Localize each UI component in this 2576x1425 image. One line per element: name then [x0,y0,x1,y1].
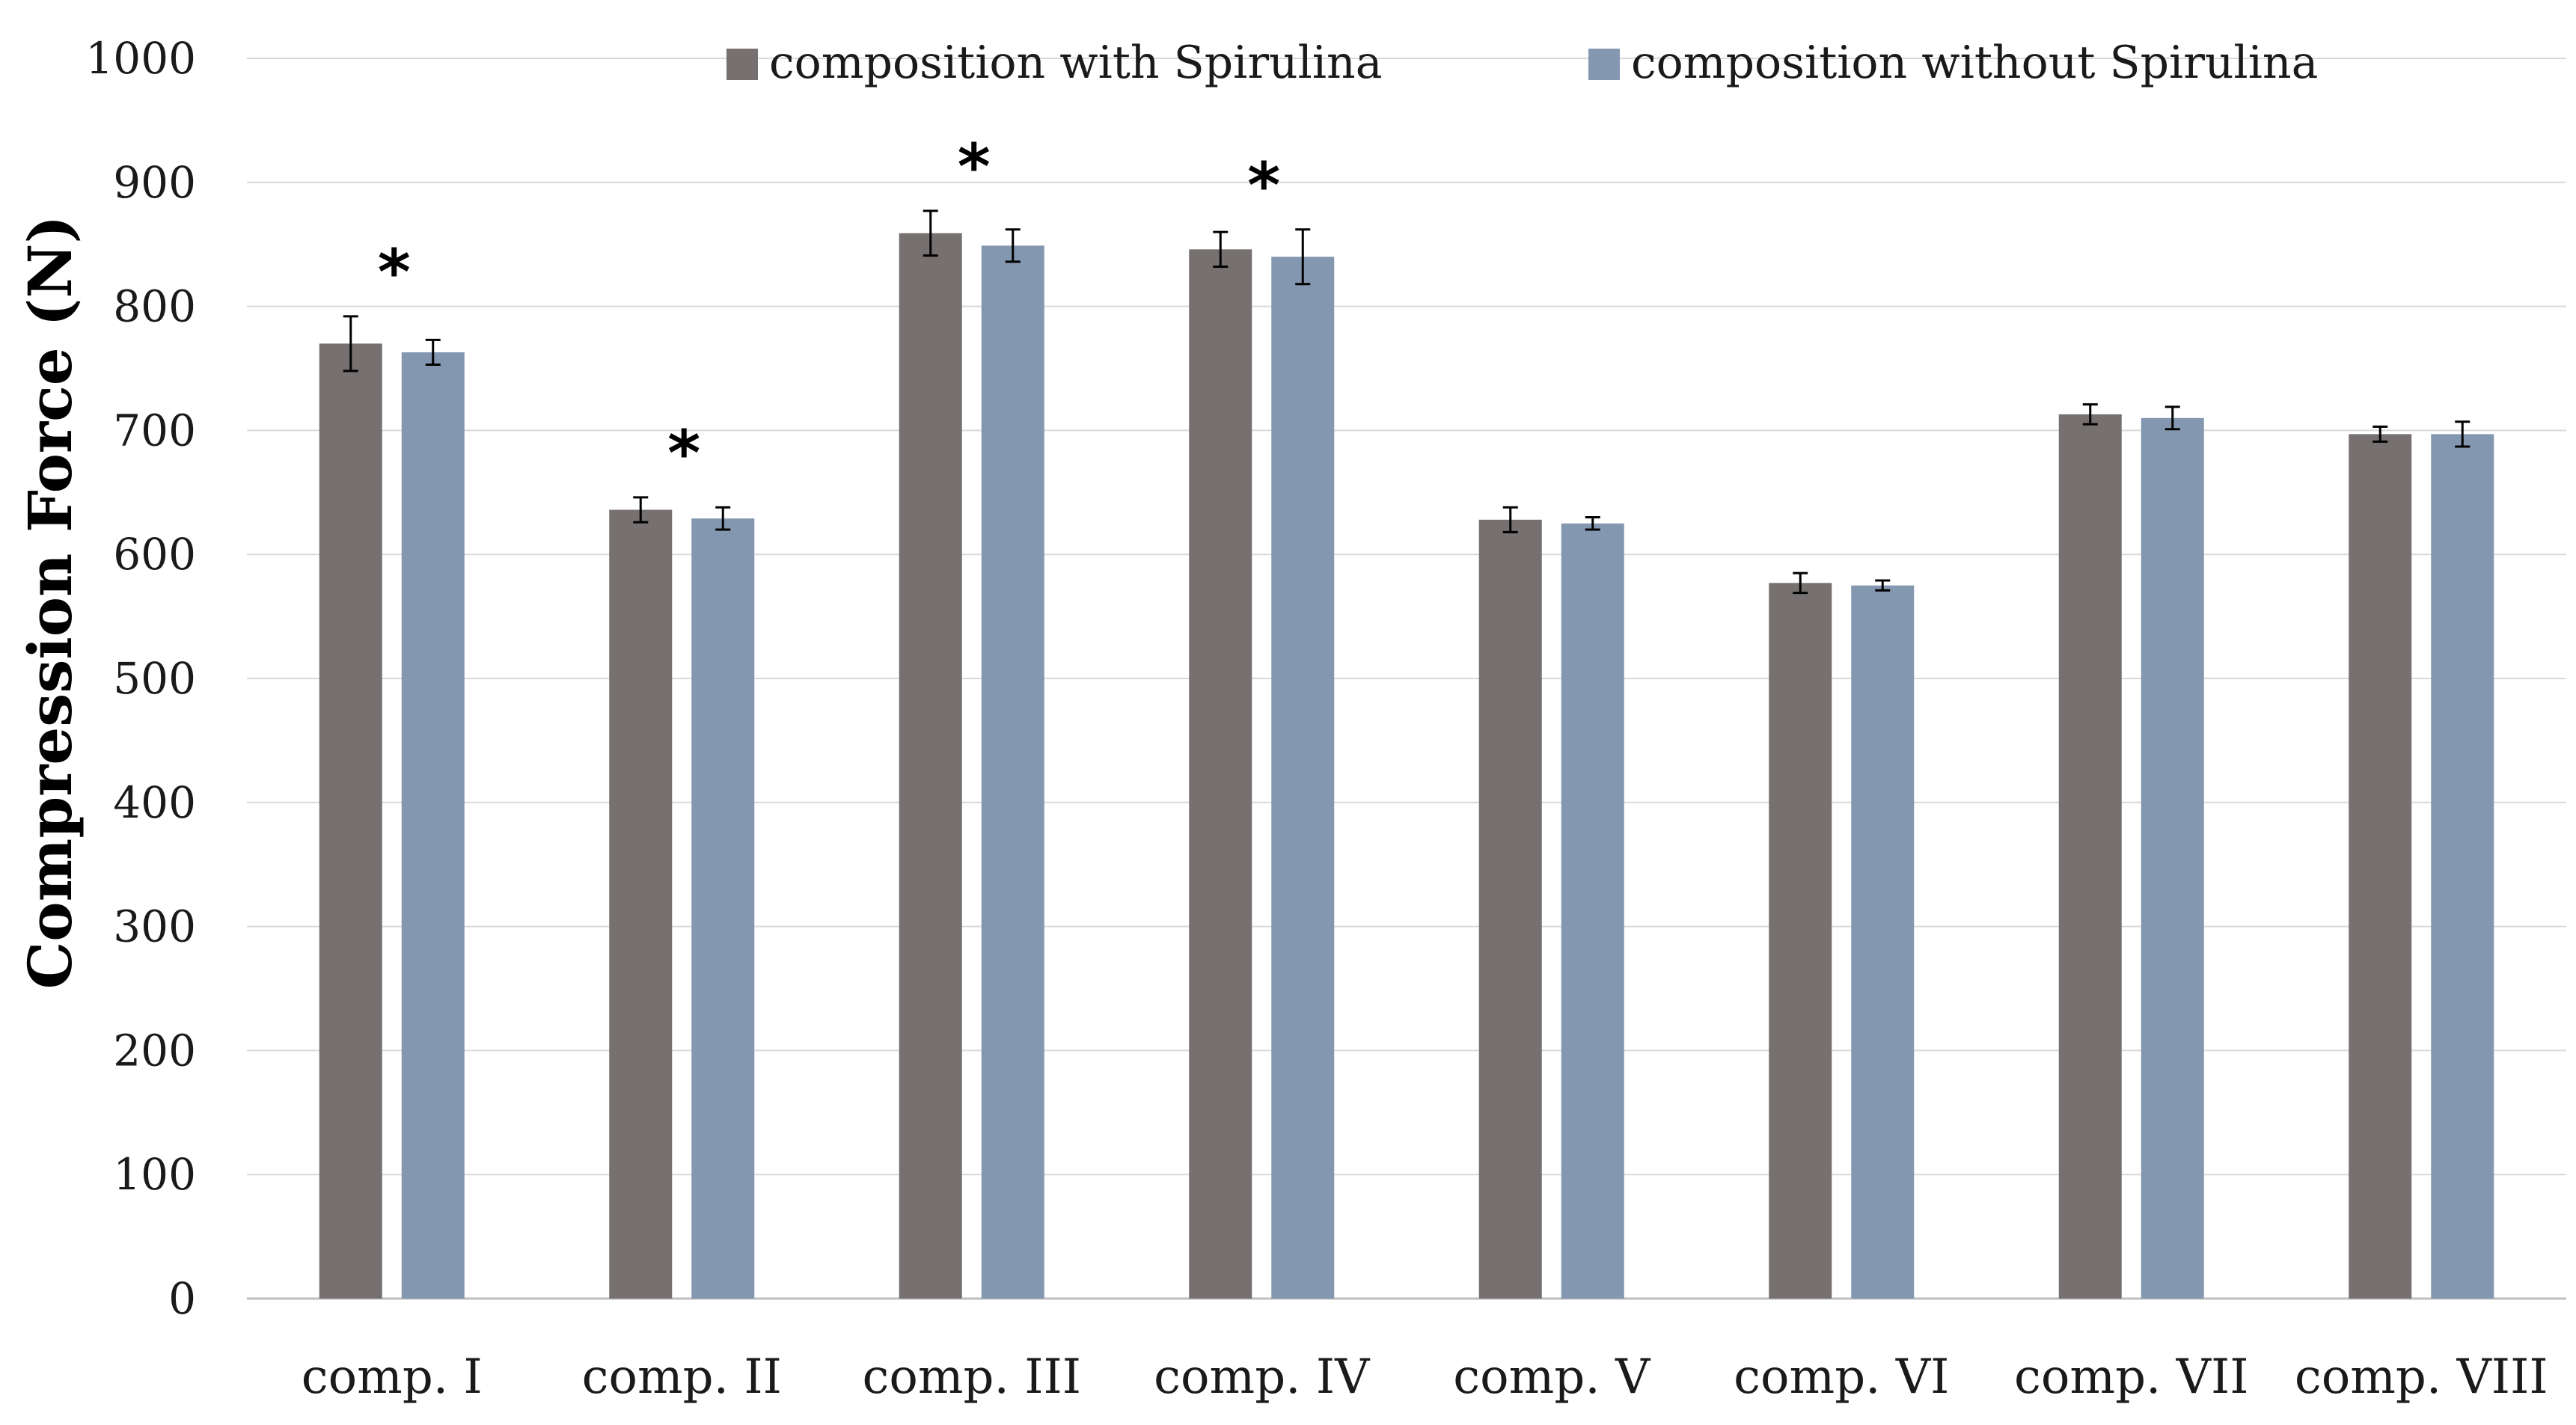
y-tick-label: 100 [113,1149,196,1200]
x-category-label: comp. IV [1154,1349,1371,1405]
x-category-label: comp. II [582,1349,782,1405]
x-category-label: comp. III [862,1349,1081,1405]
x-axis-category-labels: comp. I comp. II comp. III comp. IV comp. V c… [302,1349,2548,1405]
bar-with-spirulina [899,233,962,1299]
y-tick-label: 600 [113,529,196,580]
y-tick-label: 900 [113,157,196,208]
significance-markers: * * * * [378,130,1280,490]
bar-with-spirulina [2058,414,2122,1299]
legend: composition with Spirulina composition w… [726,37,2318,89]
x-category-label: comp. V [1453,1349,1651,1405]
y-tick-label: 400 [113,777,196,828]
x-category-label: comp. I [302,1349,483,1405]
bar-with-spirulina [609,509,673,1299]
legend-swatch-with-spirulina [726,49,758,80]
y-tick-label: 500 [113,653,196,704]
x-category-label: comp. VI [1734,1349,1949,1405]
bar-with-spirulina [2349,434,2412,1299]
x-category-label: comp. VIII [2295,1349,2548,1405]
bar-without-spirulina [691,518,755,1299]
bar-without-spirulina [1851,585,1915,1299]
y-tick-label: 0 [168,1273,196,1324]
y-tick-label: 700 [113,405,196,456]
x-category-label: comp. VII [2014,1349,2249,1405]
bar-without-spirulina [2431,434,2494,1299]
bar-without-spirulina [981,245,1044,1299]
legend-swatch-without-spirulina [1588,49,1620,80]
bar-with-spirulina [1769,583,1832,1299]
y-tick-label: 1000 [85,33,196,84]
significance-star: * [1247,149,1280,222]
significance-star: * [958,130,991,203]
bar-with-spirulina [1189,249,1252,1299]
legend-label-with-spirulina: composition with Spirulina [769,37,1382,89]
bars [319,233,2494,1299]
bar-without-spirulina [2141,417,2204,1299]
significance-star: * [378,236,411,309]
error-bars [343,209,2471,595]
y-axis-tick-labels: 0 100 200 300 400 500 600 700 800 900 1000 [85,33,196,1324]
y-tick-label: 800 [113,281,196,332]
bar-without-spirulina [401,352,465,1299]
significance-star: * [667,417,700,490]
legend-label-without-spirulina: composition without Spirulina [1631,37,2318,89]
bar-without-spirulina [1561,523,1624,1299]
y-axis-title: Compression Force (N) [15,215,85,990]
bar-with-spirulina [319,343,382,1299]
bar-without-spirulina [1271,257,1335,1299]
y-tick-label: 300 [113,901,196,952]
gridlines [247,58,2566,1300]
bar-with-spirulina [1478,519,1542,1299]
y-tick-label: 200 [113,1025,196,1076]
